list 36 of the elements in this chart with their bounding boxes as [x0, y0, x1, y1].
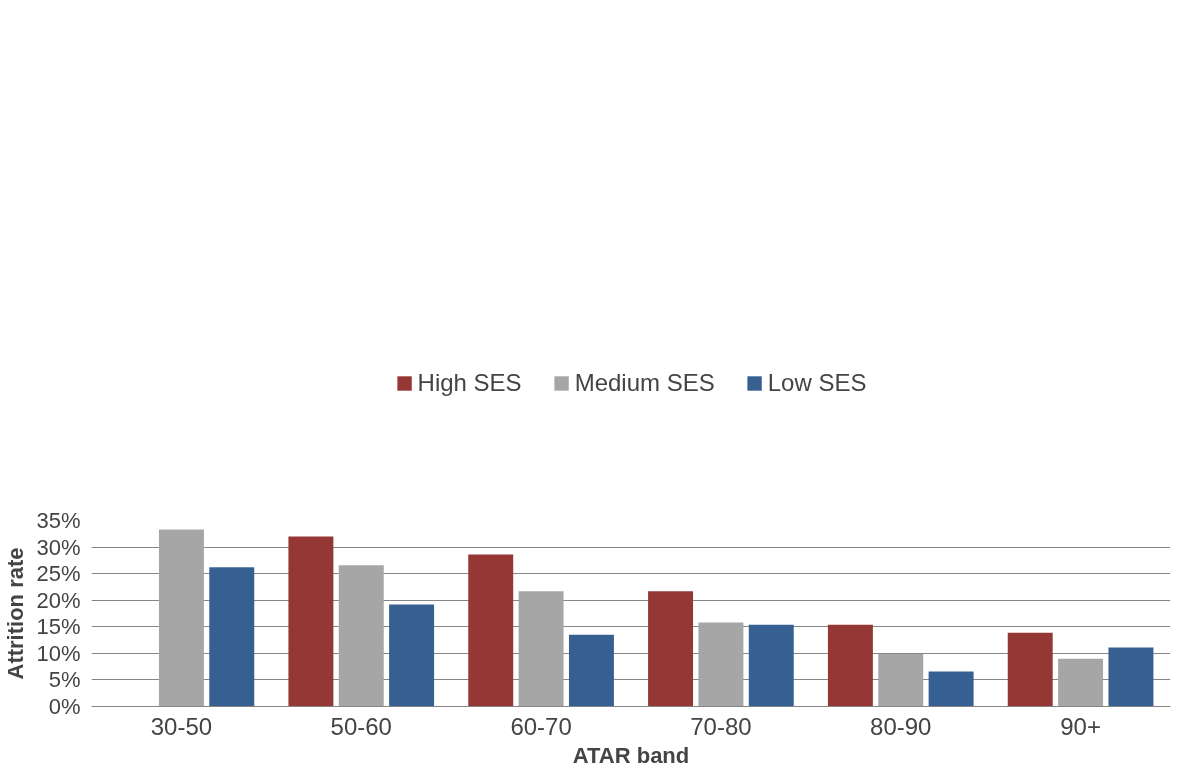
bar [1007, 632, 1053, 707]
legend-label: Medium SES [574, 369, 715, 397]
x-axis-title: ATAR band [572, 742, 690, 768]
bar [468, 554, 514, 707]
legend-label: Low SES [767, 369, 867, 397]
y-tick-label: 30% [36, 534, 81, 560]
y-tick-label: 10% [36, 640, 81, 666]
y-tick-label: 20% [36, 587, 81, 613]
bar [338, 565, 384, 707]
bar [648, 591, 694, 707]
x-tick-label: 50-60 [330, 712, 392, 740]
x-tick-label: 70-80 [690, 712, 752, 740]
legend-label: High SES [417, 369, 522, 397]
bar [1058, 658, 1104, 707]
bar [288, 536, 334, 707]
bar [928, 671, 974, 707]
bar [568, 634, 614, 707]
bar [158, 529, 204, 707]
bar [827, 624, 873, 707]
x-tick-label: 30-50 [150, 712, 213, 740]
y-tick-label: 5% [48, 667, 81, 693]
bar [209, 567, 255, 707]
x-tick-label: 60-70 [510, 712, 572, 740]
bar [878, 653, 924, 707]
bar [748, 624, 794, 707]
bar [389, 604, 435, 707]
bar [698, 622, 744, 707]
x-tick-label: 90+ [1060, 712, 1101, 740]
x-tick-label: 80-90 [870, 712, 932, 740]
y-tick-label: 15% [36, 614, 81, 640]
bar [1108, 647, 1154, 707]
y-tick-label: 35% [36, 508, 81, 533]
y-axis-title: Attrition rate [3, 547, 29, 680]
bar [518, 591, 564, 707]
y-tick-label: 0% [48, 694, 81, 719]
y-tick-label: 25% [36, 561, 81, 587]
